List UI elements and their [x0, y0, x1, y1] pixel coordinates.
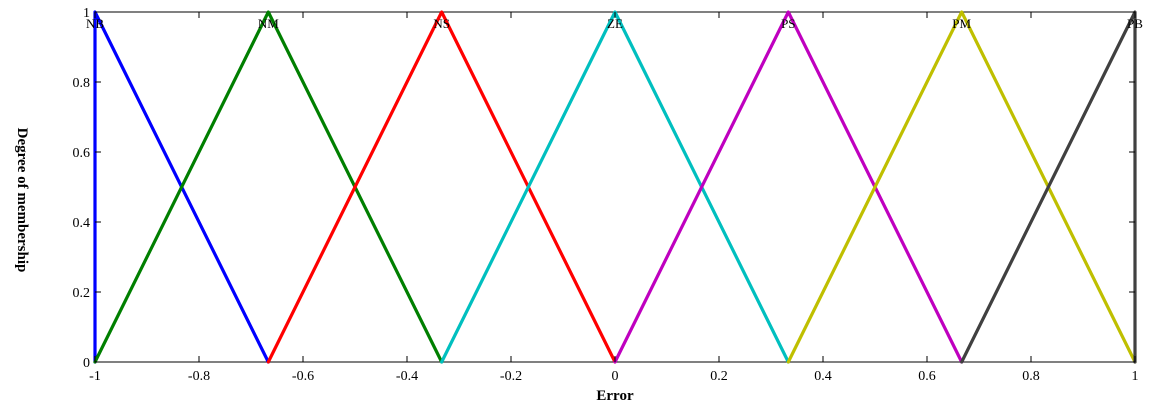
x-tick-label: -0.6 — [292, 369, 314, 384]
series-label-pb: PB — [1127, 16, 1143, 31]
series-line-ps — [613, 10, 964, 364]
series-layer — [93, 10, 1137, 364]
x-tick-label: 0.2 — [710, 369, 728, 384]
series-label-nb: NB — [86, 16, 104, 31]
y-tick-label: 0.2 — [73, 286, 91, 301]
y-tick-label: 0.8 — [73, 76, 91, 91]
y-tick-label: 0.6 — [73, 146, 91, 161]
x-tick-label: -0.8 — [188, 369, 210, 384]
x-tick-label: 0.6 — [918, 369, 936, 384]
series-line-ze — [440, 10, 790, 364]
y-tick-label: 1 — [83, 6, 90, 21]
x-axis-ticks: -1 -0.8 -0.6 -0.4 -0.2 0 0.2 0.4 0.6 0.8 1 — [89, 12, 1139, 384]
y-axis-title: Degree of membership — [14, 128, 30, 273]
x-tick-label: -0.4 — [396, 369, 418, 384]
x-tick-label: 0 — [612, 369, 619, 384]
series-line-pm — [786, 10, 1137, 364]
series-line-nm — [93, 10, 444, 364]
plot-frame — [94, 11, 1136, 363]
series-label-ns: NS — [433, 16, 450, 31]
x-tick-label: 0.8 — [1022, 369, 1040, 384]
y-tick-label: 0 — [83, 356, 90, 371]
series-label-ze: ZE — [607, 16, 623, 31]
membership-labels: NB NM NS ZE PS PM PB — [86, 16, 1143, 31]
plot-area — [94, 11, 1136, 363]
series-line-ns — [266, 10, 617, 364]
x-tick-label: -1 — [89, 369, 101, 384]
x-tick-label: 1 — [1132, 369, 1139, 384]
series-label-pm: PM — [952, 16, 971, 31]
y-tick-label: 0.4 — [73, 216, 91, 231]
x-axis-title: Error — [596, 388, 634, 404]
x-tick-label: 0.4 — [814, 369, 832, 384]
series-label-nm: NM — [258, 16, 279, 31]
series-label-ps: PS — [781, 16, 795, 31]
x-tick-label: -0.2 — [500, 369, 522, 384]
y-axis-ticks: 0 0.2 0.4 0.6 0.8 1 — [73, 6, 1135, 371]
